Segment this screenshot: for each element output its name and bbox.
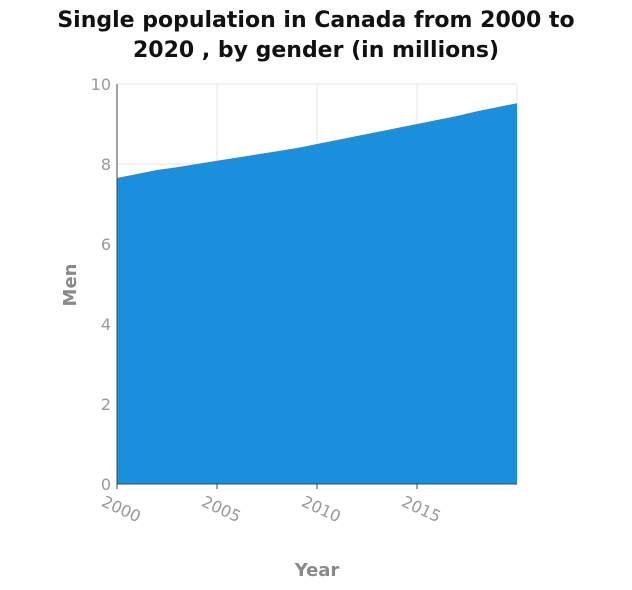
y-tick-label: 6 <box>101 235 111 254</box>
y-tick-label: 4 <box>101 315 111 334</box>
data-area-layer <box>117 103 517 484</box>
x-tick-label: 2015 <box>399 492 444 526</box>
chart-title-line-1: Single population in Canada from 2000 to <box>57 8 575 33</box>
y-tick-label: 10 <box>91 75 111 94</box>
y-tick-label: 2 <box>101 395 111 414</box>
x-axis-title: Year <box>294 560 340 581</box>
y-axis-title: Men <box>60 264 81 307</box>
chart-title: Single population in Canada from 2000 to… <box>0 6 632 66</box>
chart-title-line-2: 2020 , by gender (in millions) <box>132 38 500 63</box>
y-tick-label: 8 <box>101 155 111 174</box>
x-tick-label: 2005 <box>199 492 244 526</box>
y-tick-label: 0 <box>101 475 111 494</box>
x-tick-label: 2000 <box>99 492 144 526</box>
x-tick-label: 2010 <box>299 492 344 526</box>
area-series-men <box>117 103 517 484</box>
